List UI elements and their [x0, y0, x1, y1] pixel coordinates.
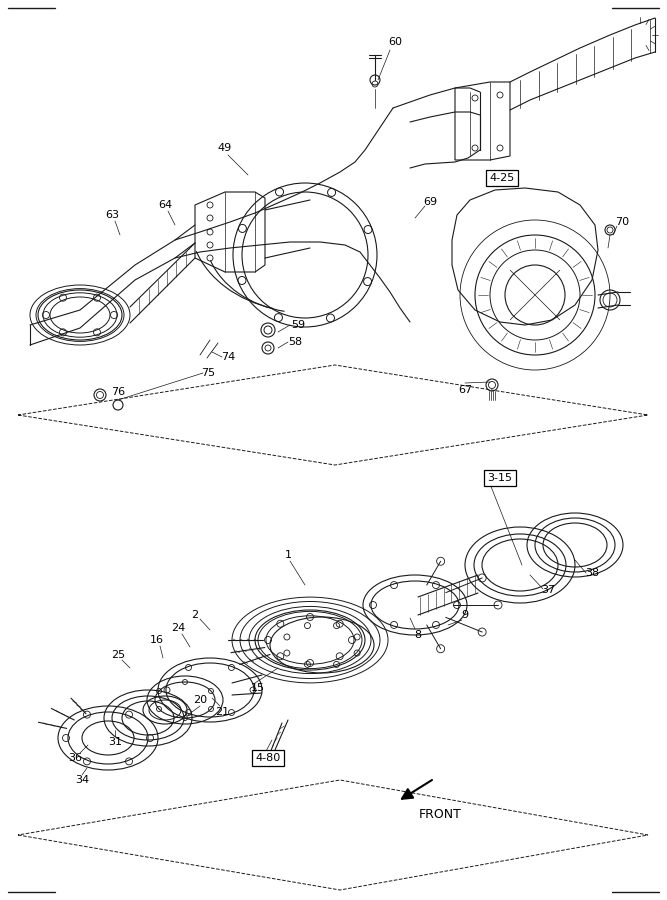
Text: 60: 60 [388, 37, 402, 47]
Text: 75: 75 [201, 368, 215, 378]
Text: 15: 15 [251, 683, 265, 693]
Text: 25: 25 [111, 650, 125, 660]
Text: 49: 49 [218, 143, 232, 153]
Text: 21: 21 [215, 707, 229, 717]
Text: 4-80: 4-80 [255, 753, 281, 763]
Text: FRONT: FRONT [419, 808, 462, 822]
Text: 76: 76 [111, 387, 125, 397]
Text: 58: 58 [288, 337, 302, 347]
Text: 67: 67 [458, 385, 472, 395]
Text: 36: 36 [68, 753, 82, 763]
Text: 38: 38 [585, 568, 599, 578]
Text: 1: 1 [285, 550, 291, 560]
Text: 74: 74 [221, 352, 235, 362]
Text: 59: 59 [291, 320, 305, 330]
Text: 8: 8 [414, 630, 422, 640]
Text: 3-15: 3-15 [488, 473, 512, 483]
Text: 2: 2 [191, 610, 199, 620]
Text: 31: 31 [108, 737, 122, 747]
Text: 37: 37 [541, 585, 555, 595]
Text: 70: 70 [615, 217, 629, 227]
Text: 24: 24 [171, 623, 185, 633]
Text: 20: 20 [193, 695, 207, 705]
Text: 69: 69 [423, 197, 437, 207]
Text: 9: 9 [462, 610, 468, 620]
Text: 16: 16 [150, 635, 164, 645]
Text: 64: 64 [158, 200, 172, 210]
Text: 63: 63 [105, 210, 119, 220]
Text: 4-25: 4-25 [490, 173, 515, 183]
Text: 34: 34 [75, 775, 89, 785]
